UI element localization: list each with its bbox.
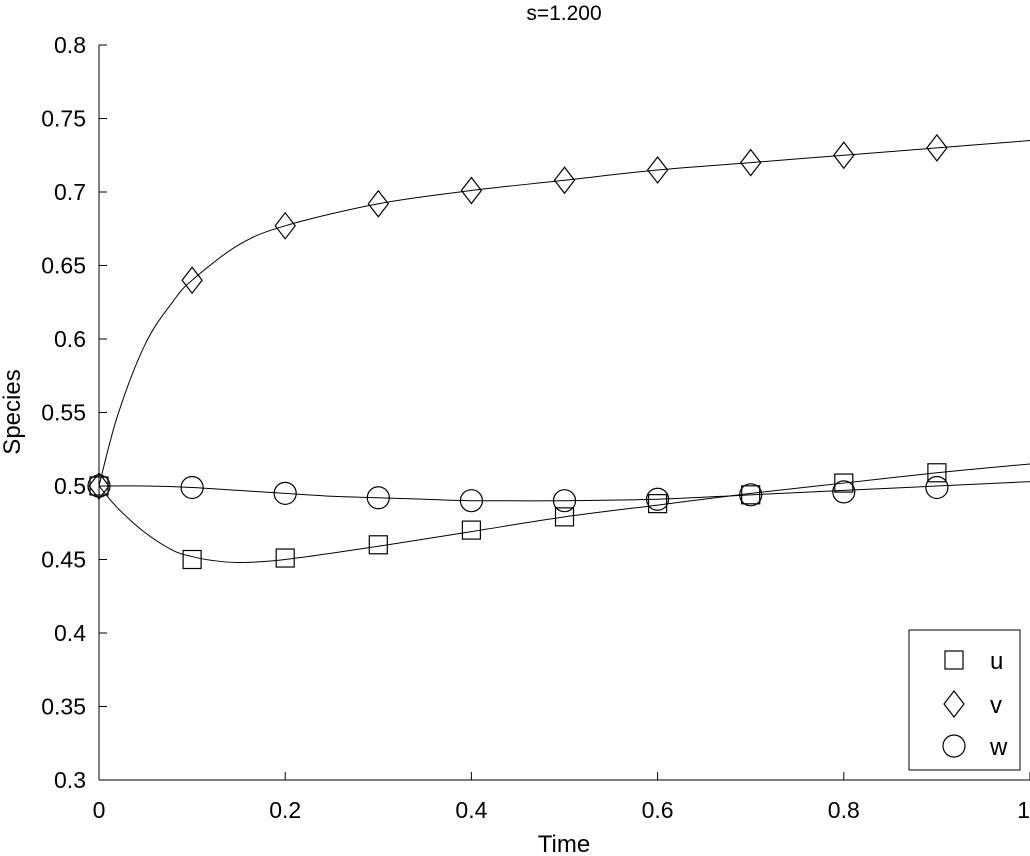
x-tick-label: 0.8 <box>828 797 860 823</box>
legend: uvw <box>908 629 1021 771</box>
data-point-w <box>552 489 577 513</box>
data-point-u <box>461 520 481 540</box>
data-point-u <box>182 549 202 570</box>
y-tick-label: 0.3 <box>54 767 86 793</box>
legend-marker-v <box>943 690 965 718</box>
y-tick-label: 0.65 <box>41 253 86 279</box>
data-point-u <box>275 548 295 568</box>
x-tick-label: 0 <box>93 797 106 823</box>
data-point-u <box>647 494 668 514</box>
y-axis-label: Species <box>0 369 26 454</box>
data-point-v <box>553 166 576 195</box>
data-point-u <box>927 463 947 483</box>
series-line-u <box>98 463 1030 563</box>
legend-marker-u <box>944 650 964 670</box>
series-v <box>88 133 1030 500</box>
series-u <box>89 463 1030 570</box>
data-point-w <box>739 483 763 507</box>
x-tick-label: 0.2 <box>269 797 301 823</box>
data-point-u <box>834 473 854 493</box>
chart-title: s=1.200 <box>526 2 601 25</box>
data-point-w <box>459 489 483 513</box>
series-w <box>87 474 1030 513</box>
data-point-w <box>273 481 297 505</box>
y-tick-label: 0.75 <box>41 106 86 132</box>
y-tick-label: 0.35 <box>41 694 86 720</box>
data-point-v <box>833 141 855 170</box>
x-tick-label: 1 <box>1017 797 1030 823</box>
data-point-u <box>554 507 575 527</box>
data-point-w <box>925 475 949 500</box>
data-point-v <box>926 133 948 162</box>
data-point-v <box>646 155 669 184</box>
data-point-v <box>274 211 296 240</box>
y-tick-label: 0.55 <box>41 400 86 426</box>
y-tick-label: 0.6 <box>54 326 86 352</box>
series-layer <box>87 133 1030 570</box>
legend-items: uvw <box>942 648 1008 761</box>
data-point-w <box>180 475 204 500</box>
data-point-v <box>88 472 110 500</box>
legend-label-u: u <box>990 648 1003 675</box>
y-tick-label: 0.4 <box>54 620 86 646</box>
legend-label-w: w <box>989 734 1008 761</box>
series-line-w <box>98 481 1030 502</box>
data-point-w <box>87 474 111 498</box>
data-point-w <box>366 486 390 510</box>
x-tick-label: 0.6 <box>642 797 674 823</box>
data-point-u <box>368 535 388 555</box>
y-ticks: 0.3 0.35 0.4 0.45 0.5 0.55 0.6 0.65 0.7 0.75 0.8 <box>41 32 107 793</box>
y-tick-label: 0.5 <box>54 473 86 499</box>
y-tick-label: 0.8 <box>54 32 86 58</box>
legend-label-v: v <box>990 692 1002 719</box>
x-tick-label: 0.4 <box>455 797 487 823</box>
x-ticks: 0 0.2 0.4 0.6 0.8 1 <box>93 772 1030 823</box>
data-point-v <box>367 189 390 218</box>
data-point-w <box>832 480 856 504</box>
data-point-w <box>645 487 670 511</box>
legend-marker-w <box>942 734 966 758</box>
y-tick-label: 0.45 <box>41 547 86 573</box>
data-point-v <box>181 266 203 295</box>
x-axis-label: Time <box>538 831 590 856</box>
data-point-v <box>460 176 483 205</box>
y-tick-label: 0.7 <box>54 179 86 205</box>
series-line-v <box>98 140 1030 487</box>
data-point-v <box>739 148 762 177</box>
